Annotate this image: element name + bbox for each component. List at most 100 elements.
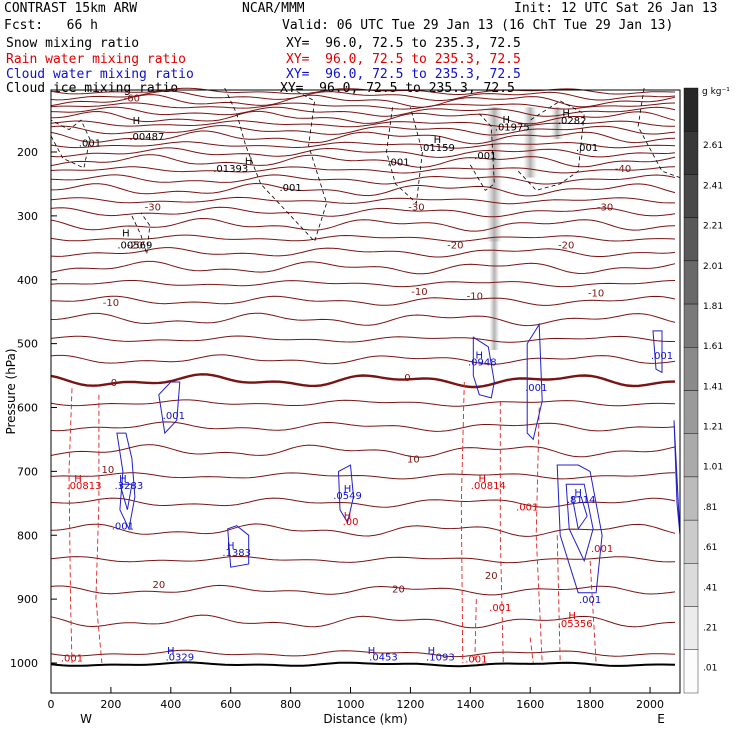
y-tick-label: 900	[17, 593, 38, 606]
isotherm-label: 0	[404, 373, 410, 384]
isotherm-label: 0	[111, 378, 117, 389]
rain-contour	[556, 535, 561, 664]
isotherm-label: -10	[588, 289, 604, 300]
isotherm-label: 10	[102, 465, 115, 476]
snow-value-label: .0282	[558, 116, 587, 127]
isotherm-label: -20	[558, 241, 574, 252]
cloud-water-contour	[652, 330, 663, 374]
snow-value-label: .01159	[420, 143, 455, 154]
init-time: Init: 12 UTC Sat 26 Jan 13	[514, 1, 718, 16]
y-tick-label: 200	[17, 146, 38, 159]
isotherm	[50, 295, 676, 306]
rain-contour	[68, 388, 73, 664]
high-marker: H	[476, 350, 484, 361]
snow-value-label: .01975	[495, 122, 530, 133]
rain-contour	[535, 407, 543, 664]
isotherm-label: -10	[411, 287, 427, 298]
cloud-water-contour	[227, 525, 250, 568]
high-marker: H	[428, 646, 436, 657]
colorbar-tick-label: .21	[703, 623, 717, 633]
rain-contour	[589, 560, 597, 664]
high-marker: H	[434, 135, 442, 146]
cloud-water-contour	[526, 322, 543, 441]
chart-title: CONTRAST 15km ARW	[4, 1, 138, 16]
colorbar-tick-label: 1.01	[703, 463, 723, 473]
high-marker: H	[344, 511, 352, 522]
endpoint-east: E	[657, 712, 665, 726]
cloud-value-label: .8114	[567, 495, 596, 506]
isotherm-label: -30	[408, 202, 424, 213]
field-name-snow: Snow mixing ratio	[6, 36, 140, 51]
isotherm	[50, 444, 676, 458]
field-xy-cloud-water: XY= 96.0, 72.5 to 235.3, 72.5	[286, 67, 521, 82]
isotherm	[50, 649, 676, 658]
x-tick-label: 1400	[456, 698, 484, 711]
colorbar-segment	[683, 390, 699, 434]
isotherm	[50, 472, 676, 480]
colorbar-segment	[683, 563, 699, 607]
colorbar-tick-label: 1.61	[703, 342, 723, 352]
surface-line	[50, 661, 676, 668]
rain-value-label: .001	[61, 653, 83, 664]
high-marker: H	[344, 484, 352, 495]
isotherm	[50, 234, 676, 242]
colorbar-tick-label: 2.01	[703, 262, 723, 272]
isotherm	[50, 584, 676, 596]
isotherm-label: 20	[152, 580, 165, 591]
colorbar-segment	[683, 476, 699, 521]
rain-contour	[95, 394, 103, 664]
cloud-water-contour	[158, 381, 181, 435]
x-tick-label: 1800	[576, 698, 604, 711]
snow-contour	[637, 88, 681, 178]
isotherm-label: -20	[127, 241, 143, 252]
y-tick-label: 400	[17, 274, 38, 287]
isotherm	[50, 130, 676, 145]
cloud-value-label: .001	[579, 595, 601, 606]
colorbar-segment	[683, 303, 699, 348]
high-marker: H	[74, 474, 82, 485]
isotherm	[50, 90, 676, 102]
rain-contour	[474, 599, 477, 664]
y-tick-label: 700	[17, 465, 38, 478]
forecast-hour: Fcst: 66 h	[4, 18, 98, 33]
x-tick-label: 800	[280, 698, 301, 711]
snow-shading-column	[489, 238, 500, 351]
cloud-value-label: .001	[651, 351, 673, 362]
high-marker: H	[167, 646, 175, 657]
isotherm-zero	[50, 373, 676, 389]
rain-contour	[529, 637, 534, 664]
isotherm	[50, 106, 676, 117]
isotherm	[50, 280, 676, 288]
rain-value-label: .00	[343, 517, 359, 528]
high-marker: H	[122, 228, 130, 239]
colorbar-segment	[683, 433, 699, 478]
high-marker: H	[245, 156, 253, 167]
x-tick-label: 2000	[636, 698, 664, 711]
isotherm	[50, 182, 676, 197]
colorbar-tick-label: 2.41	[703, 181, 723, 191]
isotherm	[50, 614, 676, 629]
isotherm-label: -30	[145, 202, 161, 213]
rain-value-label: .001	[465, 655, 487, 666]
cloud-water-contour	[673, 420, 681, 536]
cloud-water-contour	[119, 483, 133, 510]
colorbar-tick-label: .41	[703, 583, 717, 593]
colorbar-tick-label: .81	[703, 503, 717, 513]
colorbar-segment	[683, 217, 699, 262]
isotherm	[50, 260, 676, 275]
isotherm-label: -10	[467, 292, 483, 303]
cloud-value-label: .3283	[115, 481, 144, 492]
rain-contour	[460, 381, 465, 664]
field-xy-rain: XY= 96.0, 72.5 to 235.3, 72.5	[286, 52, 521, 67]
snow-value-label: .001	[79, 138, 101, 149]
field-xy-snow: XY= 96.0, 72.5 to 235.3, 72.5	[286, 36, 521, 51]
isotherm-label: -30	[597, 202, 613, 213]
high-marker: H	[368, 646, 376, 657]
isotherm	[50, 174, 676, 185]
snow-value-label: .00487	[129, 132, 164, 143]
snow-value-label: .001	[576, 143, 598, 154]
high-marker: H	[562, 108, 570, 119]
y-tick-label: 600	[17, 402, 38, 415]
high-marker: H	[119, 474, 127, 485]
cloud-water-contour	[116, 432, 136, 531]
